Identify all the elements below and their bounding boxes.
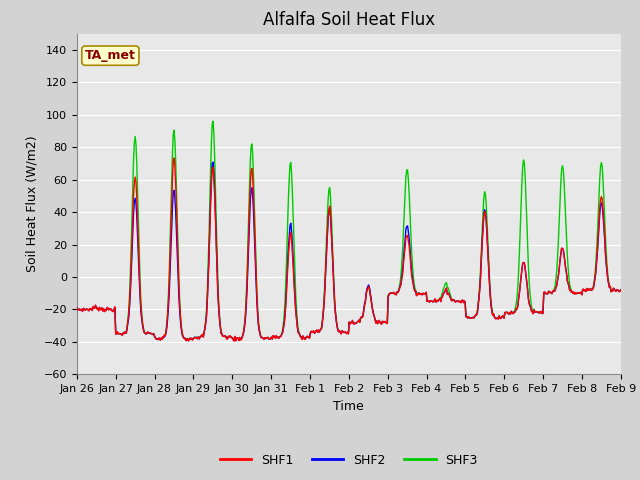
X-axis label: Time: Time: [333, 400, 364, 413]
Y-axis label: Soil Heat Flux (W/m2): Soil Heat Flux (W/m2): [25, 136, 38, 272]
SHF1: [230, 338, 238, 344]
Title: Alfalfa Soil Heat Flux: Alfalfa Soil Heat Flux: [263, 11, 435, 29]
SHF3: [73, 306, 81, 312]
Line: SHF3: SHF3: [77, 121, 621, 340]
Legend: SHF1, SHF2, SHF3: SHF1, SHF2, SHF3: [214, 449, 483, 472]
SHF1: [568, 289, 575, 295]
SHF3: [532, 310, 540, 315]
SHF3: [568, 288, 575, 294]
SHF1: [73, 305, 81, 311]
SHF2: [73, 305, 81, 311]
SHF2: [88, 307, 96, 313]
SHF3: [219, 333, 227, 339]
SHF1: [219, 334, 227, 339]
SHF3: [252, 260, 260, 266]
SHF2: [568, 289, 575, 295]
SHF2: [209, 159, 217, 165]
SHF1: [617, 287, 625, 293]
SHF3: [230, 337, 238, 343]
SHF1: [161, 333, 169, 338]
SHF1: [170, 155, 178, 161]
SHF1: [88, 308, 96, 313]
SHF1: [532, 309, 540, 315]
SHF2: [161, 333, 169, 339]
SHF3: [88, 307, 96, 312]
SHF2: [219, 334, 227, 339]
Text: TA_met: TA_met: [85, 49, 136, 62]
Line: SHF2: SHF2: [77, 162, 621, 341]
Line: SHF1: SHF1: [77, 158, 621, 341]
SHF2: [230, 338, 238, 344]
SHF2: [617, 287, 625, 293]
SHF2: [252, 276, 260, 282]
SHF2: [532, 309, 540, 315]
SHF1: [252, 269, 260, 275]
SHF3: [617, 287, 625, 293]
SHF3: [209, 119, 217, 124]
SHF3: [161, 332, 169, 338]
